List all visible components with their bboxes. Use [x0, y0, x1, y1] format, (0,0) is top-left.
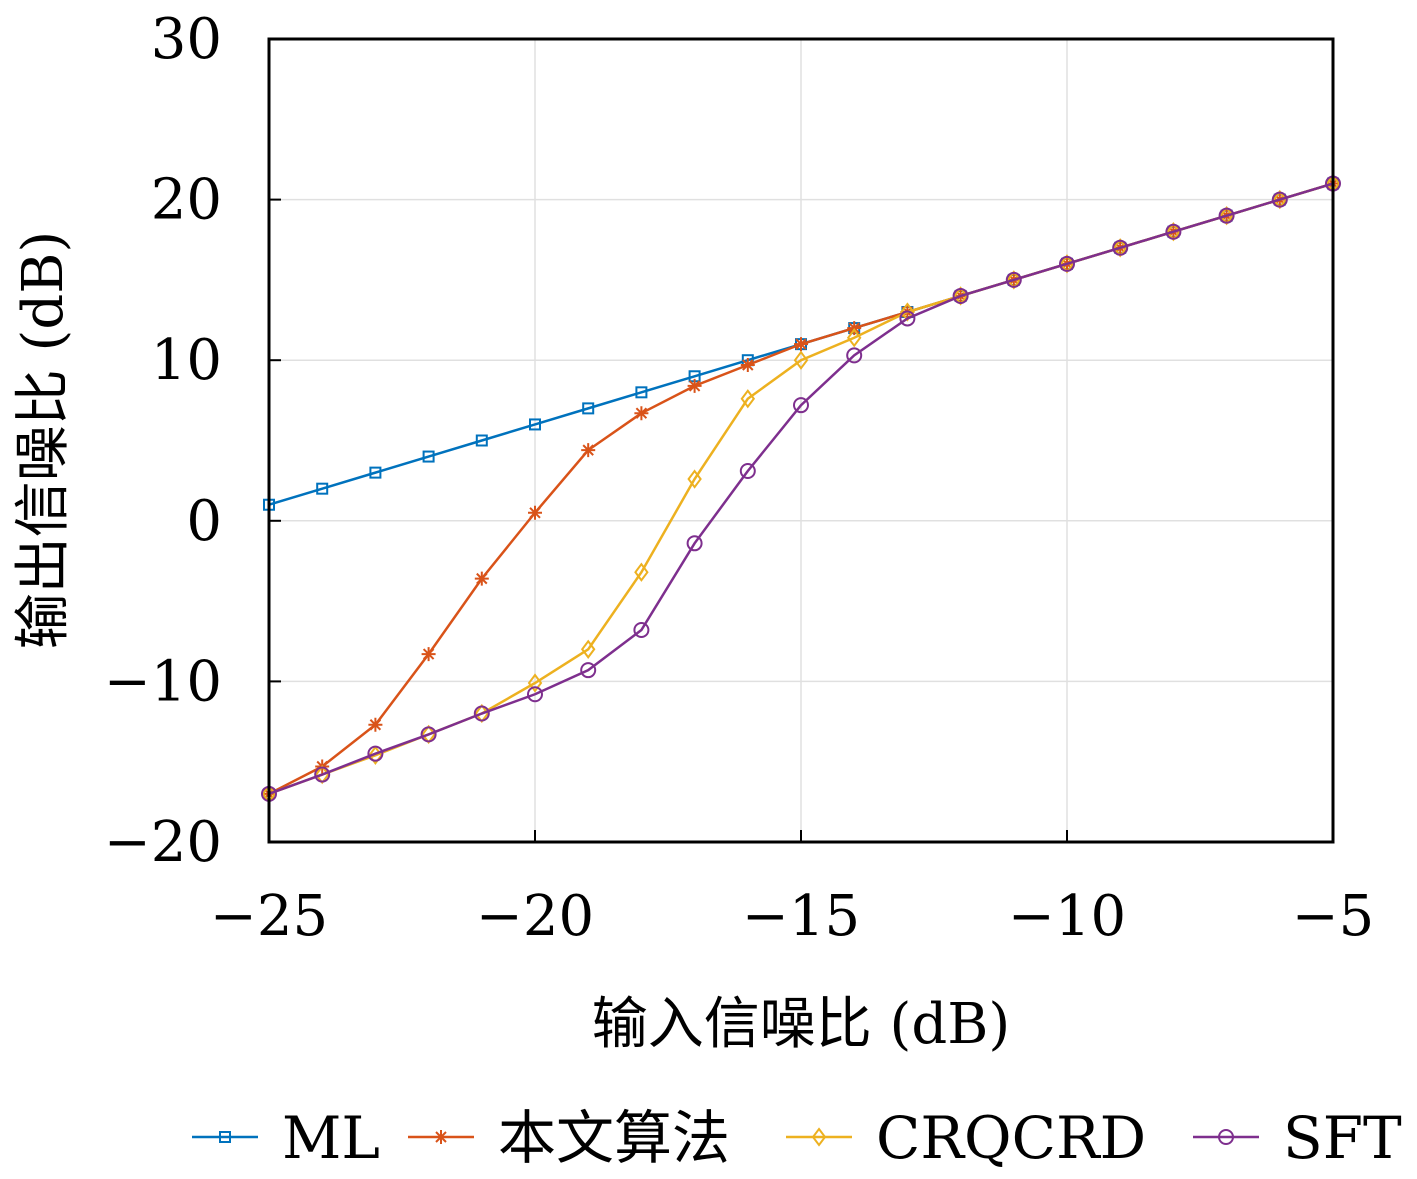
diamond-marker — [580, 639, 596, 659]
x-tick-label: −5 — [1292, 884, 1375, 949]
asterisk-marker — [634, 406, 649, 421]
circle-marker — [1218, 1129, 1234, 1145]
circle-marker — [952, 287, 969, 304]
circle-marker — [1005, 271, 1022, 288]
circle-marker — [1271, 191, 1288, 208]
diamond-marker — [527, 673, 543, 693]
circle-marker — [580, 662, 597, 679]
diamond-marker — [793, 350, 809, 370]
circle-marker — [420, 726, 437, 743]
asterisk-marker — [528, 505, 542, 520]
diamond-marker — [846, 328, 862, 348]
series-line — [268, 182, 1334, 795]
legend-label: CRQCRD — [876, 1104, 1146, 1172]
legend-item: 本文算法 — [408, 1104, 730, 1172]
ticks: −25 −20 −15 −10 −5 −20 −10 0 10 20 30 — [104, 7, 1374, 949]
y-tick-label: −10 — [104, 649, 222, 714]
legend-item: ML — [192, 1104, 380, 1172]
x-tick-label: −15 — [742, 884, 860, 949]
y-tick-label: 30 — [151, 7, 222, 72]
diamond-marker — [634, 562, 649, 582]
y-axis-label: 输出信噪比 (dB) — [11, 231, 76, 650]
circle-marker — [473, 705, 490, 722]
asterisk-marker — [740, 358, 755, 373]
circle-marker — [793, 397, 809, 414]
asterisk-marker — [474, 571, 489, 586]
circle-marker — [1059, 255, 1075, 272]
circle-marker — [1218, 207, 1235, 224]
legend-label: SFT — [1283, 1104, 1402, 1172]
asterisk-marker — [434, 1130, 448, 1144]
circle-marker — [899, 310, 916, 327]
x-tick-label: −20 — [476, 884, 594, 949]
asterisk-marker — [794, 337, 808, 352]
diamond-marker — [687, 469, 702, 489]
x-tick-label: −25 — [210, 884, 328, 949]
asterisk-marker — [687, 378, 702, 393]
x-axis-label: 输入信噪比 (dB) — [592, 992, 1011, 1057]
y-tick-label: 10 — [151, 328, 222, 393]
circle-marker — [739, 463, 756, 480]
circle-marker — [367, 745, 384, 762]
circle-marker — [633, 622, 650, 639]
square-marker — [635, 386, 648, 399]
asterisk-marker — [421, 647, 436, 662]
y-tick-label: 20 — [151, 168, 222, 233]
circle-marker — [686, 535, 703, 552]
legend: ML 本文算法 CRQCRD SFT — [192, 1104, 1402, 1172]
square-marker — [582, 402, 595, 415]
circle-marker — [846, 347, 863, 364]
legend-item: CRQCRD — [786, 1104, 1146, 1172]
circle-marker — [1112, 239, 1129, 256]
legend-item: SFT — [1193, 1104, 1402, 1172]
square-marker — [316, 482, 329, 495]
y-tick-label: 0 — [186, 489, 222, 554]
square-marker — [369, 466, 382, 479]
legend-label: 本文算法 — [498, 1104, 730, 1172]
asterisk-marker — [581, 443, 596, 458]
asterisk-marker — [368, 717, 383, 732]
square-marker — [475, 434, 488, 447]
circle-marker — [1165, 223, 1182, 240]
square-marker — [422, 450, 435, 463]
circle-marker — [314, 766, 331, 783]
legend-label: ML — [282, 1104, 380, 1172]
y-tick-label: −20 — [104, 810, 222, 875]
square-marker — [219, 1131, 231, 1143]
grid — [268, 38, 1334, 843]
diamond-marker — [900, 302, 915, 322]
circle-marker — [527, 686, 543, 703]
diamond-marker — [811, 1127, 827, 1147]
diamond-marker — [740, 389, 756, 409]
x-tick-label: −10 — [1008, 884, 1126, 949]
square-marker — [529, 418, 541, 431]
